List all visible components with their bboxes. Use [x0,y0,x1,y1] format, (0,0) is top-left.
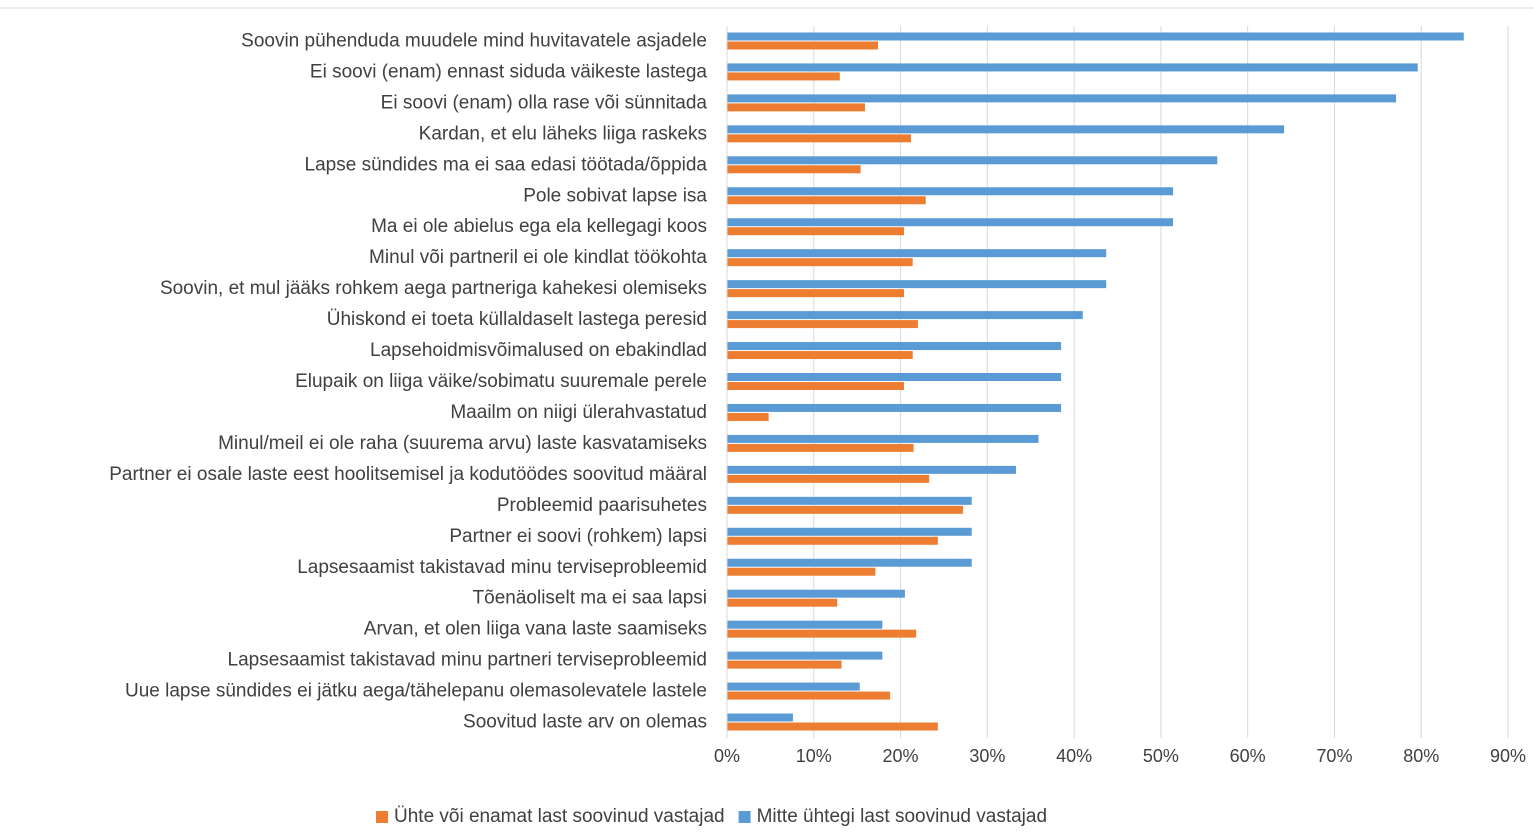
y-tick-label: Lapse sündides ma ei saa edasi töötada/õ… [305,154,708,175]
bar [727,722,938,731]
bar [727,527,972,536]
y-tick-label: Ei soovi (enam) ennast siduda väikeste l… [310,61,708,82]
bar [727,311,1083,320]
x-tick-label: 90% [1490,746,1526,766]
y-tick-label: Lapsesaamist takistavad minu partneri te… [228,650,707,671]
bar [727,620,883,629]
legend-label: Mitte ühtegi last soovinud vastajad [757,806,1047,827]
y-tick-label: Ma ei ole abielus ega ela kellegagi koos [371,216,707,237]
bar [727,218,1174,227]
y-tick-label: Tõenäoliselt ma ei saa lapsi [473,588,707,609]
bar [727,682,860,691]
bar [727,63,1418,72]
y-tick-label: Probleemid paarisuhetes [497,495,707,516]
y-tick-label: Uue lapse sündides ei jätku aega/tähelep… [125,681,707,702]
y-tick-label: Ühiskond ei toeta küllaldaselt lastega p… [327,309,707,330]
legend-swatch [738,811,751,823]
bar [727,41,878,50]
bar [727,465,1016,474]
bar [727,713,793,722]
x-tick-label: 40% [1056,746,1092,766]
bar [727,589,905,598]
bar [727,280,1107,289]
y-tick-label: Ei soovi (enam) olla rase või sünnitada [381,92,708,113]
y-tick-label: Pole sobivat lapse isa [523,185,707,206]
bar [727,660,842,669]
bar [727,412,769,421]
bar [727,403,1062,412]
y-tick-label: Minul/meil ei ole raha (suurema arvu) la… [218,433,707,454]
y-tick-label: Lapsesaamist takistavad minu terviseprob… [297,557,707,578]
bar [727,382,905,390]
bar [727,443,914,452]
bar [727,629,917,638]
y-tick-label: Lapsehoidmisvõimalused on ebakindlad [370,340,707,361]
bar [727,373,1062,381]
bar [727,196,926,205]
y-tick-label: Soovin pühenduda muudele mind huvitavate… [241,30,707,51]
bar [727,320,918,329]
bar [727,342,1062,351]
bar [727,351,913,360]
bar [727,691,891,700]
x-tick-label: 10% [796,746,832,766]
x-tick-label: 0% [714,746,740,766]
bar [727,505,964,514]
x-tick-label: 30% [969,746,1005,766]
legend-swatch [376,811,388,823]
bar [727,72,840,81]
bar [727,651,883,660]
y-tick-label: Soovitud laste arv on olemas [463,712,707,733]
y-tick-label: Elupaik on liiga väike/sobimatu suuremal… [295,371,707,392]
bar [727,558,972,567]
bar [727,536,938,545]
y-tick-label: Partner ei osale laste eest hoolitsemise… [109,464,707,485]
bar [727,289,905,298]
bar [727,32,1464,41]
bar [727,567,876,576]
legend-label: Ühte või enamat last soovinud vastajad [394,806,725,827]
bar [727,474,930,483]
x-tick-label: 20% [883,746,919,766]
bar [727,434,1039,443]
bar [727,103,865,112]
y-tick-label: Kardan, et elu läheks liiga raskeks [419,123,707,144]
x-tick-label: 60% [1230,746,1266,766]
bar [727,134,911,143]
bar [727,258,913,267]
bar [727,165,861,174]
bar [727,94,1397,103]
y-tick-label: Arvan, et olen liiga vana laste saamisek… [364,619,707,640]
bar [727,156,1218,165]
bar [727,598,838,607]
bar [727,187,1174,196]
bar [727,125,1285,134]
x-tick-label: 50% [1143,746,1179,766]
y-tick-label: Maailm on niigi ülerahvastatud [450,402,707,423]
y-tick-label: Minul või partneril ei ole kindlat tööko… [369,247,707,268]
bar [727,496,972,505]
x-tick-label: 80% [1403,746,1439,766]
y-tick-label: Partner ei soovi (rohkem) lapsi [449,526,707,547]
x-tick-label: 70% [1316,746,1352,766]
bar [727,249,1107,258]
y-tick-label: Soovin, et mul jääks rohkem aega partner… [160,278,707,299]
bar [727,227,905,236]
